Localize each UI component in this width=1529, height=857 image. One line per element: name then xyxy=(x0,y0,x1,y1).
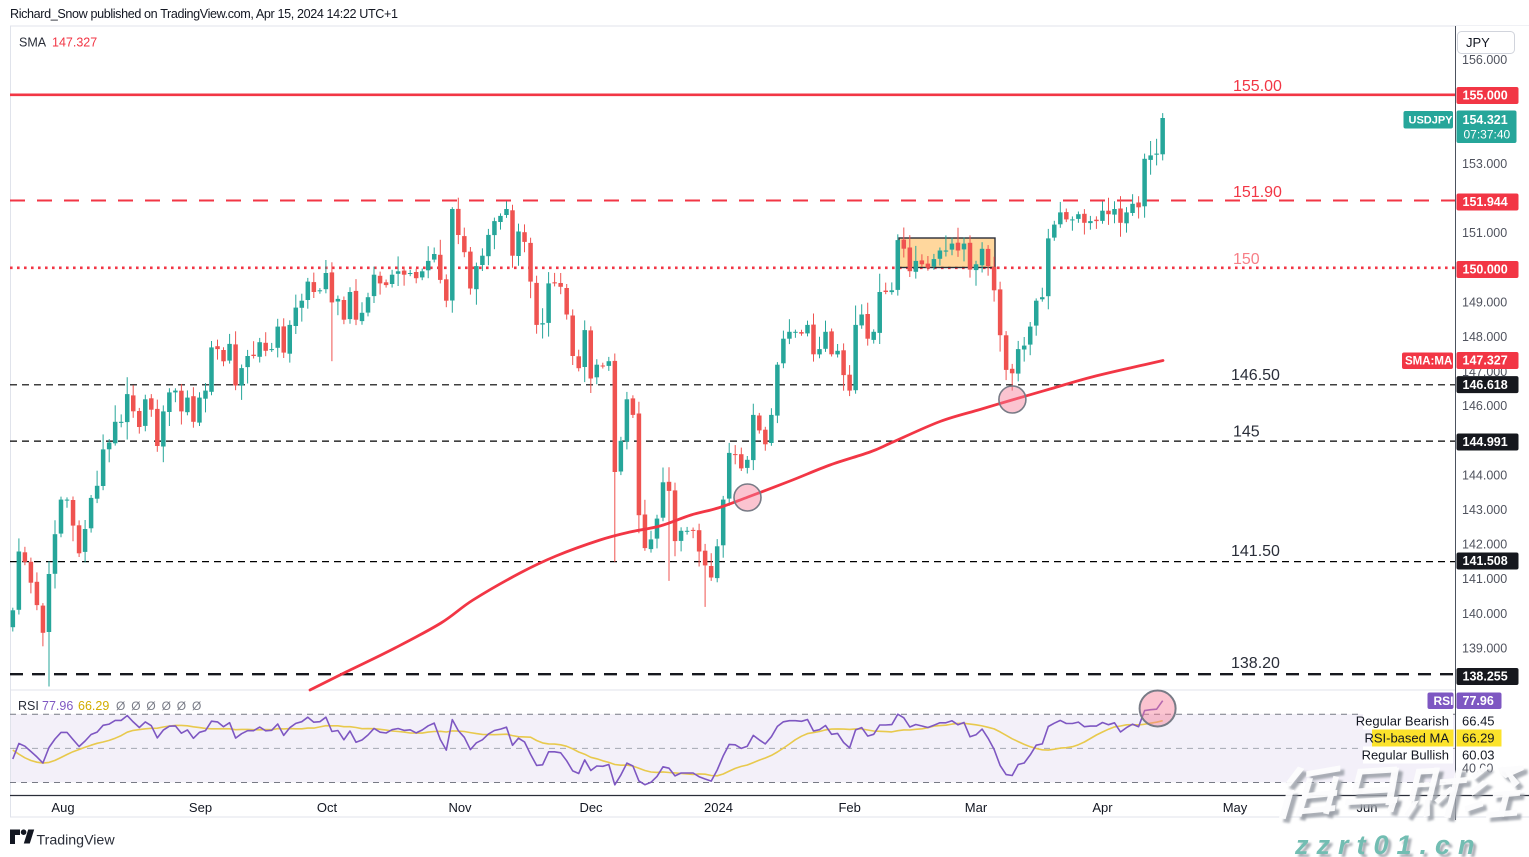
svg-text:Ø: Ø xyxy=(162,699,171,713)
svg-text:RSI: RSI xyxy=(1434,694,1454,708)
svg-text:Regular Bearish: Regular Bearish xyxy=(1356,714,1449,729)
svg-text:77.96: 77.96 xyxy=(42,699,73,713)
svg-text:Ø: Ø xyxy=(116,699,125,713)
svg-text:Dec: Dec xyxy=(579,800,603,815)
svg-text:66.29: 66.29 xyxy=(78,699,109,713)
svg-text:TradingView: TradingView xyxy=(37,833,116,849)
svg-text:141.50: 141.50 xyxy=(1231,543,1280,560)
svg-text:151.90: 151.90 xyxy=(1233,184,1282,201)
svg-text:141.000: 141.000 xyxy=(1462,572,1507,586)
svg-text:May: May xyxy=(1223,800,1248,815)
svg-text:154.321: 154.321 xyxy=(1463,113,1508,127)
svg-text:140.000: 140.000 xyxy=(1462,607,1507,621)
svg-text:SMA: SMA xyxy=(19,36,47,50)
svg-text:155.000: 155.000 xyxy=(1463,89,1508,103)
svg-text:150.000: 150.000 xyxy=(1463,263,1508,277)
svg-text:153.000: 153.000 xyxy=(1462,157,1507,171)
svg-text:147.327: 147.327 xyxy=(52,36,97,50)
svg-text:146.618: 146.618 xyxy=(1463,378,1508,392)
svg-text:144.000: 144.000 xyxy=(1462,468,1507,482)
svg-text:139.000: 139.000 xyxy=(1462,641,1507,655)
svg-text:141.508: 141.508 xyxy=(1463,554,1508,568)
svg-text:SMA:MA: SMA:MA xyxy=(1405,356,1452,368)
svg-text:138.255: 138.255 xyxy=(1463,670,1508,684)
svg-text:Richard_Snow published on Trad: Richard_Snow published on TradingView.co… xyxy=(10,7,398,21)
svg-text:150: 150 xyxy=(1233,251,1260,268)
svg-text:151.000: 151.000 xyxy=(1462,226,1507,240)
svg-text:Aug: Aug xyxy=(51,800,74,815)
svg-text:Apr: Apr xyxy=(1092,800,1113,815)
svg-text:2024: 2024 xyxy=(704,800,733,815)
svg-text:147.327: 147.327 xyxy=(1463,354,1508,368)
svg-text:Ø: Ø xyxy=(131,699,140,713)
svg-text:07:37:40: 07:37:40 xyxy=(1464,128,1511,142)
svg-text:77.96: 77.96 xyxy=(1463,694,1494,708)
svg-text:Ø: Ø xyxy=(177,699,186,713)
svg-text:156.000: 156.000 xyxy=(1462,53,1507,67)
svg-text:Ø: Ø xyxy=(192,699,201,713)
svg-text:148.000: 148.000 xyxy=(1462,330,1507,344)
svg-text:145: 145 xyxy=(1233,424,1260,441)
svg-text:Nov: Nov xyxy=(448,800,472,815)
svg-text:JPY: JPY xyxy=(1466,35,1490,50)
svg-text:155.00: 155.00 xyxy=(1233,78,1282,95)
svg-text:149.000: 149.000 xyxy=(1462,295,1507,309)
svg-text:Ø: Ø xyxy=(146,699,155,713)
svg-text:zzrt01.cn: zzrt01.cn xyxy=(1294,830,1483,857)
svg-text:Oct: Oct xyxy=(317,800,338,815)
svg-text:66.29: 66.29 xyxy=(1462,731,1495,746)
svg-text:Mar: Mar xyxy=(965,800,988,815)
svg-text:Feb: Feb xyxy=(838,800,860,815)
svg-text:RSI-based MA: RSI-based MA xyxy=(1364,731,1449,746)
svg-text:144.991: 144.991 xyxy=(1463,435,1508,449)
svg-text:USDJPY: USDJPY xyxy=(1409,115,1454,127)
svg-text:138.20: 138.20 xyxy=(1231,655,1280,672)
svg-text:146.000: 146.000 xyxy=(1462,399,1507,413)
svg-text:60.03: 60.03 xyxy=(1462,748,1495,763)
svg-text:66.45: 66.45 xyxy=(1462,714,1495,729)
svg-text:143.000: 143.000 xyxy=(1462,503,1507,517)
svg-text:Sep: Sep xyxy=(189,800,212,815)
svg-text:RSI: RSI xyxy=(18,699,39,713)
svg-text:146.50: 146.50 xyxy=(1231,367,1280,384)
svg-text:Regular Bullish: Regular Bullish xyxy=(1362,748,1449,763)
svg-text:zzrt01.cn: zzrt01.cn xyxy=(1297,833,1486,857)
svg-text:151.944: 151.944 xyxy=(1463,195,1508,209)
svg-text:142.000: 142.000 xyxy=(1462,538,1507,552)
